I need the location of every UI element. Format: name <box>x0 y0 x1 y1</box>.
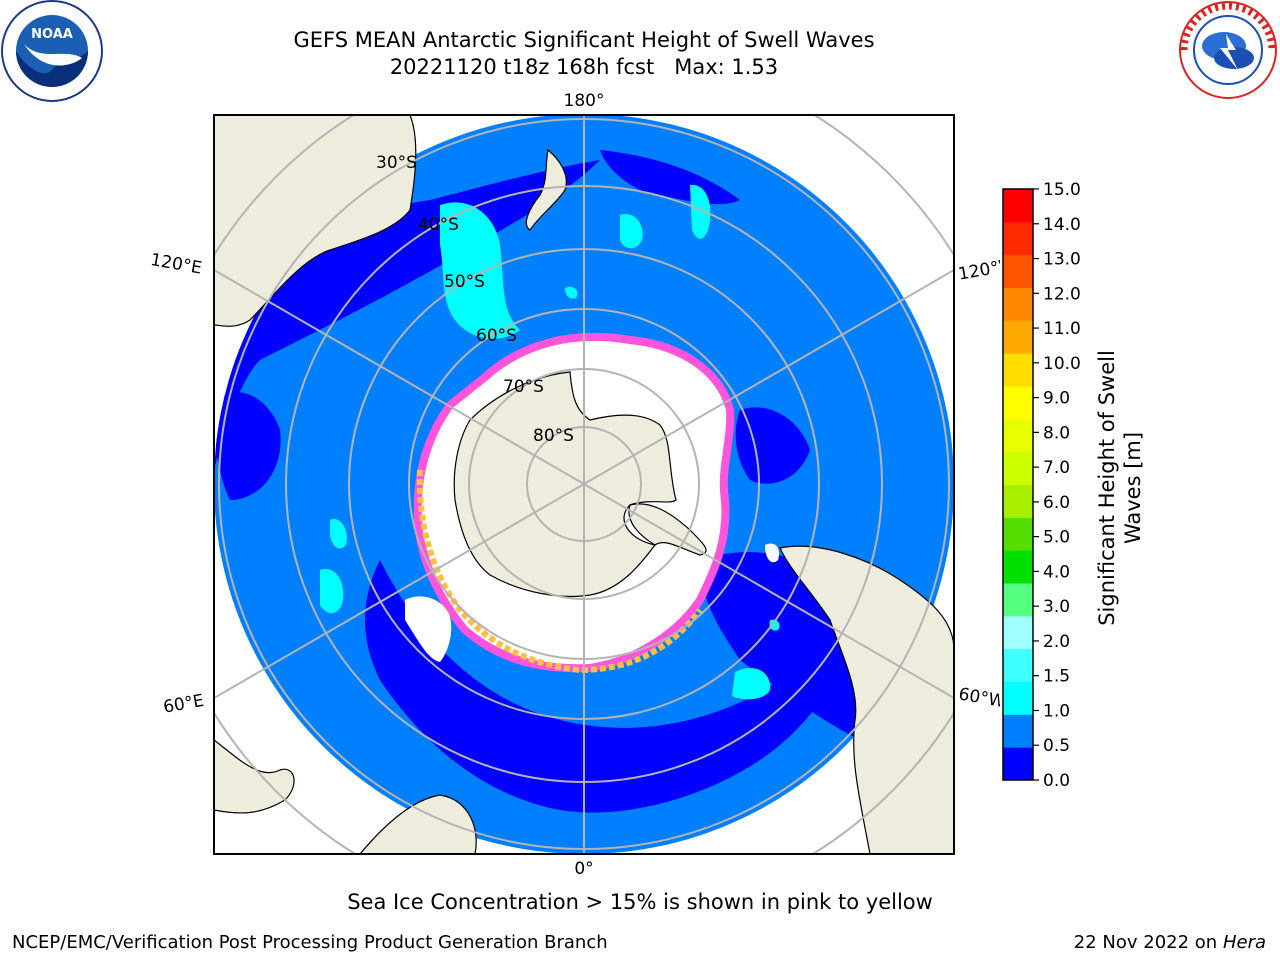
sea-ice-caption: Sea Ice Concentration > 15% is shown in … <box>347 890 933 914</box>
nws-logo <box>1179 1 1277 99</box>
colorbar-tick-label: 12.0 <box>1043 284 1081 304</box>
low-swell-zone <box>600 150 740 205</box>
sea-ice-edge-yellow <box>416 469 703 674</box>
colorbar-block <box>1003 221 1033 256</box>
colorbar-tick-label: 2.0 <box>1043 632 1070 652</box>
colorbar-block <box>1003 484 1033 518</box>
colorbar-block <box>1003 550 1033 584</box>
swell-patch <box>565 286 578 299</box>
chart-subtitle: 20221120 t18z 168h fcst Max: 1.53 <box>389 55 779 79</box>
lon-label-upper-left: 120°E <box>149 250 203 279</box>
sea-ice-floes <box>405 596 452 662</box>
colorbar-tick-label: 0.0 <box>1043 771 1070 791</box>
colorbar-block <box>1003 451 1033 485</box>
footer-host: Hera <box>1222 932 1266 953</box>
colorbar-tick-label: 7.0 <box>1043 458 1070 478</box>
colorbar-tick-label: 4.0 <box>1043 562 1070 582</box>
colorbar-tick-label: 5.0 <box>1043 528 1070 548</box>
colorbar-tick-label: 14.0 <box>1043 215 1081 235</box>
footer-branch: NCEP/EMC/Verification Post Processing Pr… <box>12 932 608 953</box>
lon-label-lower-left: 60°E <box>162 691 206 718</box>
colorbar-block <box>1003 714 1033 748</box>
colorbar-block <box>1003 320 1033 354</box>
land-australia <box>214 115 417 327</box>
chart-title: GEFS MEAN Antarctic Significant Height o… <box>293 28 875 52</box>
colorbar: 15.0 14.0 13.0 12.0 11.0 10.0 9.0 8.0 7.0 6.0 5.0 4… <box>1002 180 1145 791</box>
colorbar-tick-label: 3.0 <box>1043 597 1070 617</box>
map-frame <box>213 114 955 855</box>
colorbar-tick-label: 15.0 <box>1043 180 1081 200</box>
low-swell-zone <box>735 407 810 484</box>
land-new-zealand <box>525 148 567 231</box>
polar-map: 30°S 40°S 50°S 60°S 70°S 80°S 180° 0° 12… <box>149 91 1000 879</box>
colorbar-block <box>1003 681 1033 715</box>
land-africa <box>359 794 477 854</box>
colorbar-blocks <box>1003 189 1033 781</box>
footer-date-text: 22 Nov 2022 on <box>1073 932 1218 953</box>
swell-patch <box>330 519 347 549</box>
lat-label-60s: 60°S <box>476 326 517 346</box>
colorbar-title-line1: Significant Height of Swell <box>1095 350 1119 626</box>
swell-patch <box>732 668 771 700</box>
colorbar-tick-label: 13.0 <box>1043 250 1081 270</box>
low-swell-zone <box>365 560 880 813</box>
lat-label-50s: 50°S <box>444 272 485 292</box>
colorbar-block <box>1003 418 1033 453</box>
graticule <box>214 115 954 854</box>
colorbar-border <box>1002 188 1034 781</box>
lat-label-70s: 70°S <box>503 377 544 397</box>
footer-date: 22 Nov 2022 on Hera <box>1074 932 1266 953</box>
land-antarctic-peninsula <box>628 503 707 556</box>
colorbar-tick-label: 6.0 <box>1043 493 1070 513</box>
low-swell-zone <box>214 391 281 500</box>
land-south-america <box>779 545 954 854</box>
land-madagascar <box>214 739 295 814</box>
lon-label-top: 180° <box>564 91 605 111</box>
swell-patch <box>690 184 711 239</box>
colorbar-block <box>1003 648 1033 682</box>
swell-patch <box>620 214 643 249</box>
colorbar-tick-label: 1.0 <box>1043 701 1070 721</box>
colorbar-title: Significant Height of Swell Waves [m] <box>1095 350 1145 626</box>
lat-label-80s: 80°S <box>533 426 574 446</box>
noaa-logo-text: NOAA <box>31 27 73 42</box>
land-antarctica <box>453 371 677 598</box>
colorbar-tick-label: 10.0 <box>1043 354 1081 374</box>
colorbar-title-line2: Waves [m] <box>1121 432 1145 544</box>
colorbar-block <box>1003 583 1033 617</box>
colorbar-block <box>1003 615 1033 650</box>
lat-label-30s: 30°S <box>376 153 417 173</box>
meridian-60E-120W <box>214 269 954 699</box>
swell-patch <box>769 619 780 631</box>
colorbar-tick-label: 11.0 <box>1043 319 1081 339</box>
colorbar-tick-label: 9.0 <box>1043 389 1070 409</box>
colorbar-block <box>1003 254 1033 288</box>
colorbar-block <box>1003 287 1033 321</box>
colorbar-block <box>1003 189 1033 223</box>
colorbar-block <box>1003 386 1033 420</box>
colorbar-tick-label: 0.5 <box>1043 736 1070 756</box>
noaa-logo: NOAA <box>1 0 103 102</box>
colorbar-block <box>1003 747 1033 781</box>
lon-label-bottom: 0° <box>574 859 593 879</box>
swell-patch <box>320 569 344 614</box>
colorbar-tick-label: 8.0 <box>1043 423 1070 443</box>
colorbar-block <box>1003 353 1033 387</box>
sea-ice-floes <box>765 543 780 563</box>
swell-patch <box>440 202 520 339</box>
colorbar-block <box>1003 517 1033 551</box>
colorbar-ticks: 15.0 14.0 13.0 12.0 11.0 10.0 9.0 8.0 7.0 6.0 5.0 4… <box>1033 180 1081 791</box>
lat-label-40s: 40°S <box>418 215 459 235</box>
colorbar-tick-label: 1.5 <box>1043 667 1070 687</box>
